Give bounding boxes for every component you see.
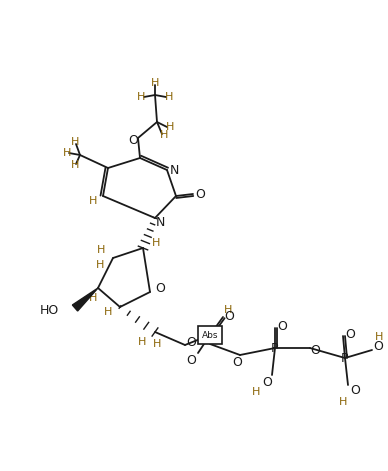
Text: O: O <box>195 187 205 201</box>
Text: O: O <box>310 343 320 357</box>
Text: H: H <box>252 387 260 397</box>
Text: Abs: Abs <box>202 331 218 340</box>
Text: H: H <box>137 92 145 102</box>
Text: H: H <box>224 305 232 315</box>
Text: H: H <box>97 245 105 255</box>
Polygon shape <box>73 288 98 311</box>
Text: HO: HO <box>40 304 59 317</box>
Text: O: O <box>186 335 196 349</box>
Text: O: O <box>373 341 383 354</box>
Text: N: N <box>169 163 179 177</box>
Text: H: H <box>375 332 383 342</box>
Text: H: H <box>104 307 112 317</box>
Text: O: O <box>155 283 165 295</box>
Text: H: H <box>153 339 161 349</box>
FancyBboxPatch shape <box>198 326 222 344</box>
Text: P: P <box>271 341 279 355</box>
Text: H: H <box>96 260 104 270</box>
Text: H: H <box>160 130 168 140</box>
Text: H: H <box>71 160 79 170</box>
Text: N: N <box>155 217 165 229</box>
Text: H: H <box>152 238 160 248</box>
Text: P: P <box>341 351 349 365</box>
Text: O: O <box>232 356 242 368</box>
Text: O: O <box>345 327 355 341</box>
Text: H: H <box>339 397 347 407</box>
Text: H: H <box>166 122 174 132</box>
Text: O: O <box>128 135 138 147</box>
Text: H: H <box>138 337 146 347</box>
Text: H: H <box>89 293 97 303</box>
Text: O: O <box>186 354 196 366</box>
Text: H: H <box>89 196 97 206</box>
Text: H: H <box>151 78 159 88</box>
Text: O: O <box>277 319 287 333</box>
Text: O: O <box>224 310 234 324</box>
Text: H: H <box>71 137 79 147</box>
Text: O: O <box>262 375 272 389</box>
Text: H: H <box>63 148 71 158</box>
Text: H: H <box>165 92 173 102</box>
Text: O: O <box>350 384 360 398</box>
